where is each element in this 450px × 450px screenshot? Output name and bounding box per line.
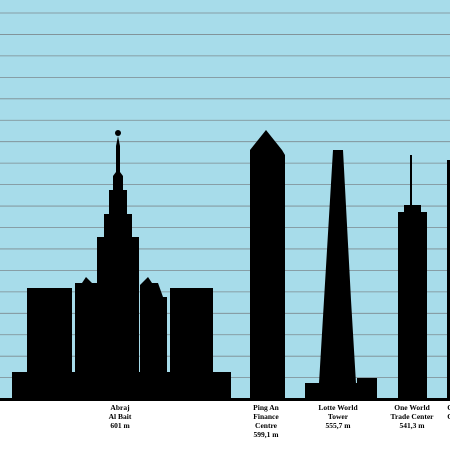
building-name: Abraj [110,403,130,412]
scale-lines [0,12,450,379]
lotte-world-silhouette [305,150,377,400]
building-height: 601 m [110,421,130,430]
building-name: C [447,403,450,412]
building-name: Ping An [253,403,279,412]
abraj-al-bait-silhouette [12,130,231,400]
building-name: C [447,412,450,421]
building-name: Lotte World [318,403,358,412]
building-height: 555,7 m [326,421,352,430]
building-name: Al Bait [109,412,132,421]
building-name: Tower [328,412,349,421]
building-name: Finance [253,412,279,421]
building-name: Trade Center [391,412,435,421]
building-name: Centre [255,421,278,430]
building-height: 599,1 m [254,430,280,439]
one-wtc-silhouette [398,155,427,400]
ping-an-silhouette [250,130,285,400]
ground [0,398,450,401]
building-height: 541,3 m [400,421,426,430]
partial-building-silhouette [447,160,450,400]
building-name: One World [394,403,430,412]
